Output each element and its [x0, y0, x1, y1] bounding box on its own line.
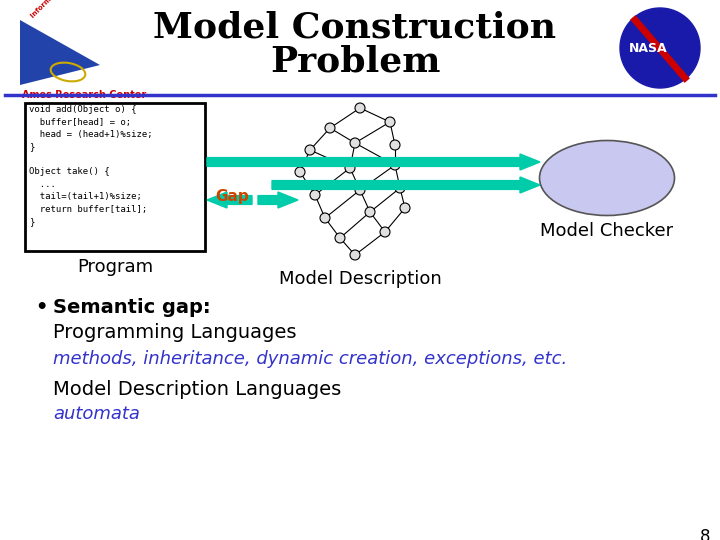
Text: •: • — [35, 298, 48, 317]
Circle shape — [350, 250, 360, 260]
Text: void add(Object o) {
  buffer[head] = o;
  head = (head+1)%size;
}

Object take(: void add(Object o) { buffer[head] = o; h… — [29, 105, 153, 226]
Circle shape — [390, 160, 400, 170]
Text: Ames Research Center: Ames Research Center — [22, 90, 146, 100]
Text: automata: automata — [53, 405, 140, 423]
Circle shape — [310, 190, 320, 200]
Circle shape — [400, 203, 410, 213]
Circle shape — [325, 123, 335, 133]
Text: Model Checker: Model Checker — [541, 222, 674, 240]
FancyBboxPatch shape — [25, 103, 205, 251]
Circle shape — [355, 185, 365, 195]
FancyArrow shape — [258, 192, 298, 208]
Text: Programming Languages: Programming Languages — [53, 323, 297, 342]
Ellipse shape — [539, 140, 675, 215]
Circle shape — [385, 117, 395, 127]
Circle shape — [620, 8, 700, 88]
Circle shape — [380, 227, 390, 237]
Text: Model Description: Model Description — [279, 270, 441, 288]
Polygon shape — [20, 20, 100, 85]
Text: Program: Program — [77, 258, 153, 276]
Text: NASA: NASA — [629, 42, 667, 55]
FancyArrow shape — [207, 154, 540, 170]
Text: methods, inheritance, dynamic creation, exceptions, etc.: methods, inheritance, dynamic creation, … — [53, 350, 567, 368]
Circle shape — [335, 233, 345, 243]
FancyArrow shape — [272, 177, 540, 193]
Text: 8: 8 — [700, 528, 710, 540]
Text: Information Sciences & Technology: Information Sciences & Technology — [30, 0, 132, 19]
Text: Problem: Problem — [270, 44, 440, 78]
Circle shape — [390, 140, 400, 150]
Text: Gap: Gap — [215, 188, 249, 204]
Circle shape — [320, 213, 330, 223]
Circle shape — [365, 207, 375, 217]
Text: Semantic gap:: Semantic gap: — [53, 298, 211, 317]
Circle shape — [305, 145, 315, 155]
Circle shape — [295, 167, 305, 177]
Text: Model Description Languages: Model Description Languages — [53, 380, 341, 399]
Circle shape — [355, 103, 365, 113]
Circle shape — [350, 138, 360, 148]
Circle shape — [345, 163, 355, 173]
FancyArrow shape — [207, 192, 252, 208]
Text: Model Construction: Model Construction — [153, 10, 557, 44]
Circle shape — [395, 183, 405, 193]
